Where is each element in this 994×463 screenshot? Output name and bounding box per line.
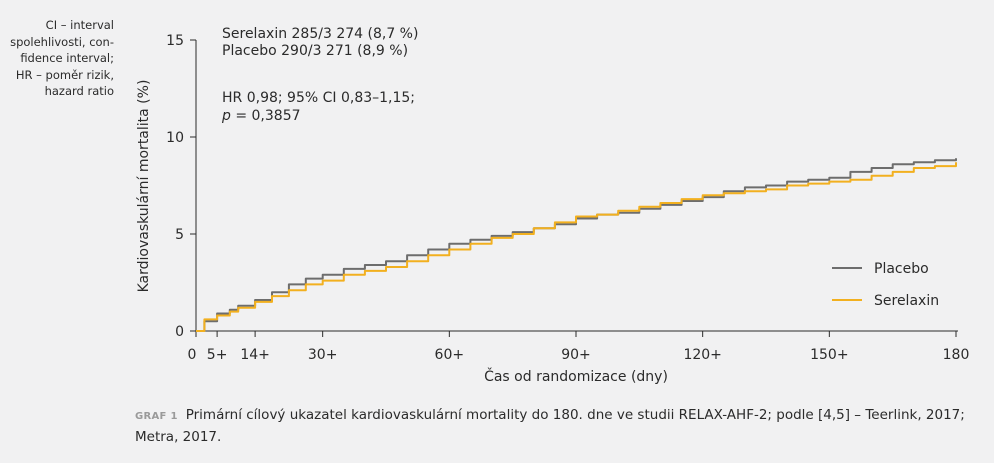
- y-axis-label: Kardiovaskulární mortalita (%): [136, 80, 152, 293]
- annotation-p-value: p = 0,3857: [221, 108, 301, 124]
- abbreviation-note-line: CI – interval: [45, 18, 114, 32]
- y-tick-label: 15: [166, 33, 184, 49]
- x-tick-label: 0: [188, 347, 197, 363]
- y-tick-label: 10: [166, 130, 184, 146]
- legend-label-placebo: Placebo: [874, 261, 929, 277]
- x-tick-label: 30+: [308, 347, 338, 363]
- abbreviation-note-line: HR – poměr rizik,: [15, 67, 114, 82]
- y-tick-label: 5: [175, 227, 184, 243]
- legend: Placebo Serelaxin: [832, 261, 939, 309]
- abbreviation-note-line: hazard ratio: [44, 84, 114, 99]
- abbreviation-note-line: spolehlivosti, con-: [10, 34, 114, 49]
- x-axis-label: Čas od randomizace (dny): [484, 367, 668, 385]
- annotation-counts-placebo: Placebo 290/3 271 (8,9 %): [222, 43, 408, 59]
- series-line-serelaxin: [196, 162, 957, 332]
- x-tick-label: 150+: [810, 347, 848, 363]
- caption-text: Primární cílový ukazatel kardiovaskulárn…: [135, 407, 965, 445]
- kaplan-meier-chart: 0 5 10 15 0 5+ 14+ 30+ 60+ 90+ 120+ 150+ 180 Serelax…: [136, 26, 969, 385]
- p-value-text: = 0,3857: [231, 108, 301, 124]
- annotation-hazard-ratio: HR 0,98; 95% CI 0,83–1,15;: [222, 90, 415, 106]
- abbreviation-note-line: fidence interval;: [20, 51, 114, 66]
- x-tick-label: 180: [943, 347, 970, 363]
- annotation-counts-serelaxin: Serelaxin 285/3 274 (8,7 %): [222, 26, 418, 42]
- axes: 0 5 10 15 0 5+ 14+ 30+ 60+ 90+ 120+ 150+ 180: [166, 33, 969, 363]
- caption-label: GRAF 1: [135, 411, 178, 422]
- series-layer: [196, 158, 957, 332]
- legend-label-serelaxin: Serelaxin: [874, 293, 939, 309]
- p-symbol: p: [221, 108, 231, 124]
- series-line-placebo: [196, 158, 957, 332]
- x-tick-label: 60+: [435, 347, 465, 363]
- x-tick-label: 5+: [207, 347, 228, 363]
- x-tick-label: 120+: [683, 347, 721, 363]
- abbreviation-note: CI – interval spolehlivosti, con- fidenc…: [0, 17, 114, 100]
- x-tick-label: 14+: [240, 347, 270, 363]
- figure-caption: GRAF 1 Primární cílový ukazatel kardiovas…: [135, 405, 985, 447]
- x-tick-label: 90+: [561, 347, 591, 363]
- y-tick-label: 0: [175, 324, 184, 340]
